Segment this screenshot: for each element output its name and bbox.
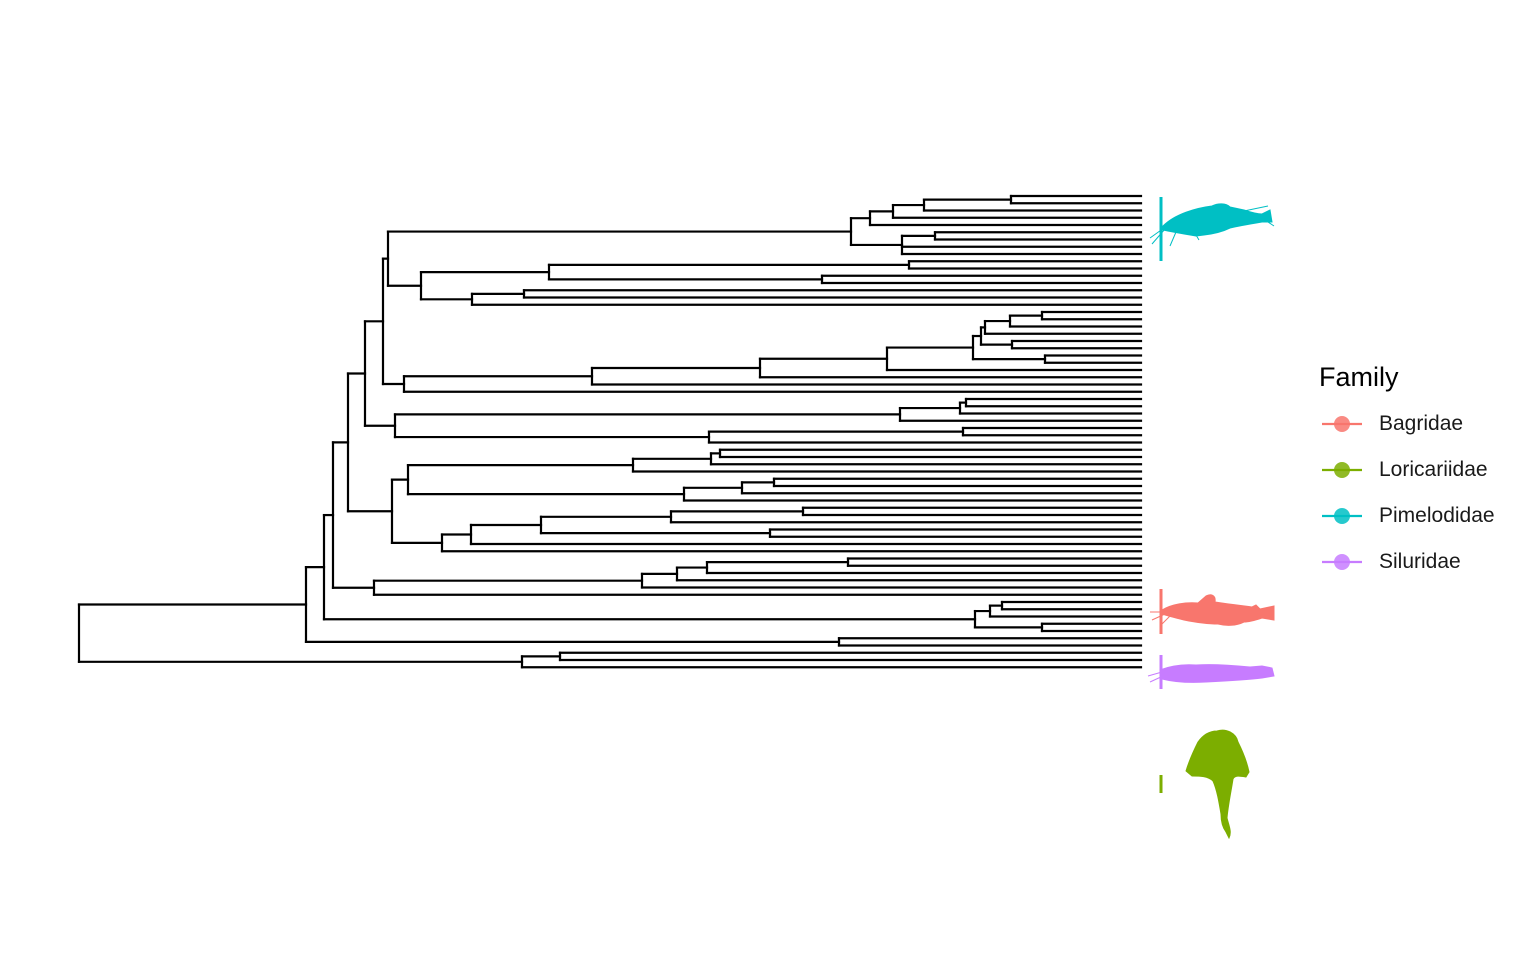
legend-key-loricariidae: [1322, 462, 1362, 478]
legend-label: Bagridae: [1379, 412, 1464, 435]
legend-key-bagridae: [1322, 416, 1362, 432]
silurid-catfish-silhouette: [1147, 664, 1275, 683]
legend-label: Siluridae: [1379, 550, 1461, 573]
bagrid-catfish-silhouette: [1150, 594, 1275, 626]
legend-key-pimelodidae: [1322, 508, 1362, 524]
legend-item: Siluridae: [1318, 544, 1528, 590]
legend-item: Loricariidae: [1318, 452, 1528, 498]
legend-key-siluridae: [1322, 554, 1362, 570]
tree-branches: [77, 194, 1143, 669]
legend: Family Bagridae Loricariidae Pimelodidae: [1318, 360, 1528, 590]
legend-label: Pimelodidae: [1379, 504, 1495, 527]
fish-silhouettes: [1147, 203, 1275, 840]
legend-item: Pimelodidae: [1318, 498, 1528, 544]
pimelodid-catfish-silhouette: [1149, 203, 1275, 247]
legend-title: Family: [1319, 362, 1399, 392]
loricariid-pleco-silhouette: [1185, 729, 1250, 840]
legend-label: Loricariidae: [1379, 458, 1488, 481]
legend-item: Bagridae: [1318, 406, 1528, 452]
